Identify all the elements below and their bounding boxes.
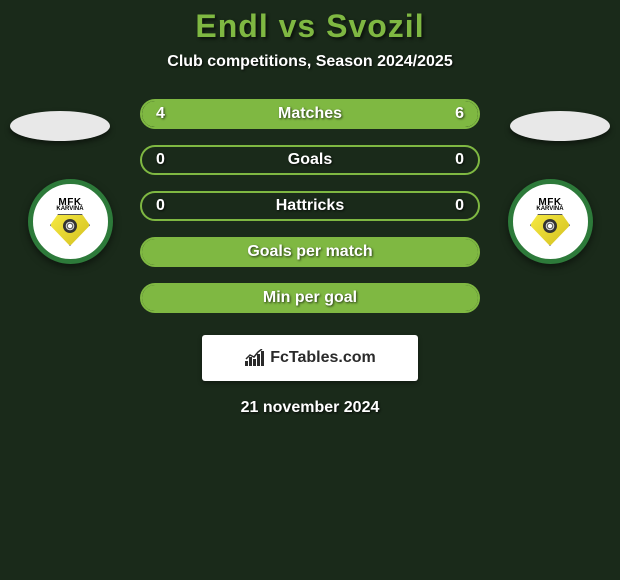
stat-row: 4 6 Matches [140,99,480,129]
stat-value-left: 4 [156,105,165,123]
fctables-label: FcTables.com [270,349,376,367]
club-badge-circle: MFK KARVINÁ [508,179,593,264]
stat-label: Hattricks [276,197,344,215]
stat-value-left: 0 [156,197,165,215]
club-badge-left: MFK KARVINÁ [20,179,120,264]
stat-value-right: 6 [455,105,464,123]
stat-row: Goals per match [140,237,480,267]
player-right-ellipse [510,111,610,141]
page-title: Endl vs Svozil [195,8,424,45]
club-badge-right: MFK KARVINÁ [500,179,600,264]
stat-row: Min per goal [140,283,480,313]
badge-shield-icon [530,214,570,246]
stat-label: Matches [278,105,342,123]
fctables-attribution: FcTables.com [202,335,418,381]
stat-label: Goals [288,151,332,169]
stat-value-left: 0 [156,151,165,169]
badge-sub: KARVINÁ [536,206,563,212]
badge-shield-icon [50,214,90,246]
chart-icon [244,349,266,367]
club-badge-circle: MFK KARVINÁ [28,179,113,264]
date-text: 21 november 2024 [241,399,380,417]
stats-area: MFK KARVINÁ MFK KARVINÁ 4 6 Matches 0 0 Goals… [0,99,620,313]
stat-value-right: 0 [455,151,464,169]
stat-label: Min per goal [263,289,357,307]
badge-sub: KARVINÁ [56,206,83,212]
stat-rows: 4 6 Matches 0 0 Goals 0 0 Hattricks Goals per mat… [140,99,480,313]
stat-value-right: 0 [455,197,464,215]
stat-label: Goals per match [247,243,372,261]
stat-row: 0 0 Hattricks [140,191,480,221]
stat-row: 0 0 Goals [140,145,480,175]
player-left-ellipse [10,111,110,141]
subtitle: Club competitions, Season 2024/2025 [167,53,452,71]
